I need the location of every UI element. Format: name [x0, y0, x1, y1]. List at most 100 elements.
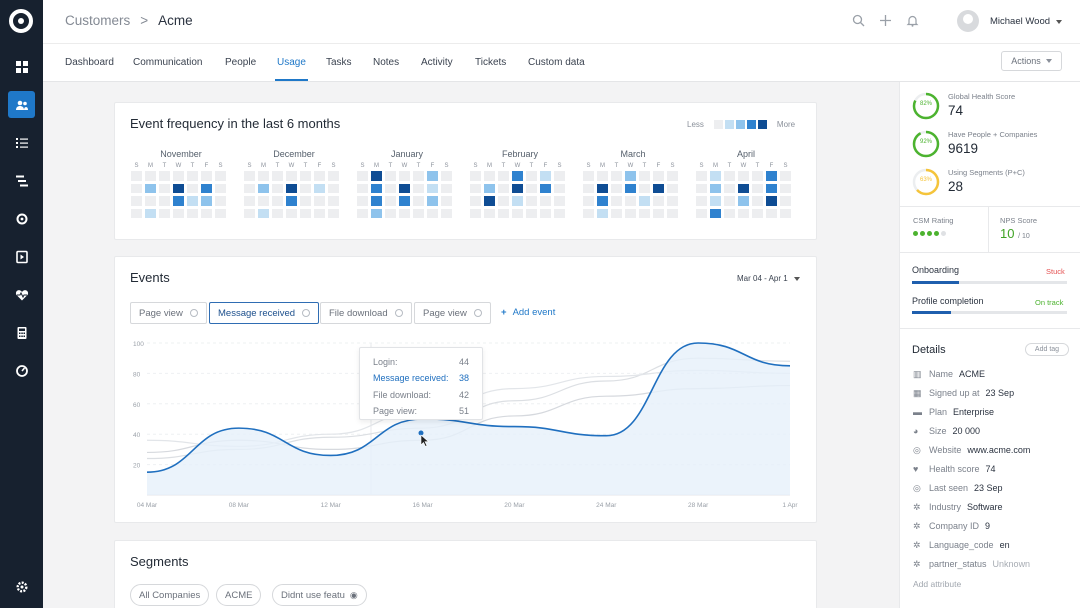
heatmap-cell[interactable]: [201, 196, 212, 206]
heatmap-cell[interactable]: [371, 196, 382, 206]
heatmap-cell[interactable]: [441, 196, 452, 206]
heatmap-cell[interactable]: [173, 183, 184, 193]
detail-value[interactable]: 20 000: [952, 426, 981, 436]
heatmap-cell[interactable]: [328, 196, 339, 206]
heatmap-cell[interactable]: [470, 208, 481, 218]
heatmap-cell[interactable]: [441, 208, 452, 218]
tab-tickets[interactable]: Tickets: [475, 57, 507, 68]
tab-people[interactable]: People: [225, 57, 257, 68]
tab-notes[interactable]: Notes: [373, 57, 400, 68]
heatmap-cell[interactable]: [201, 183, 212, 193]
heatmap-cell[interactable]: [413, 208, 424, 218]
heatmap-cell[interactable]: [766, 208, 777, 218]
hierarchy-icon[interactable]: [8, 167, 35, 194]
heatmap-cell[interactable]: [427, 183, 438, 193]
heatmap-cell[interactable]: [611, 208, 622, 218]
heatmap-cell[interactable]: [752, 171, 763, 181]
heatmap-cell[interactable]: [738, 196, 749, 206]
heatmap-cell[interactable]: [554, 196, 565, 206]
detail-value[interactable]: www.acme.com: [967, 445, 1031, 455]
heatmap-cell[interactable]: [583, 171, 594, 181]
breadcrumb-customers[interactable]: Customers: [65, 13, 131, 28]
heatmap-cell[interactable]: [710, 183, 721, 193]
heatmap-cell[interactable]: [512, 183, 523, 193]
heatmap-cell[interactable]: [484, 208, 495, 218]
heatmap-cell[interactable]: [484, 171, 495, 181]
heatmap-cell[interactable]: [413, 171, 424, 181]
heatmap-cell[interactable]: [131, 196, 142, 206]
heatmap-cell[interactable]: [272, 196, 283, 206]
heatmap-cell[interactable]: [187, 171, 198, 181]
heatmap-cell[interactable]: [314, 196, 325, 206]
health-icon[interactable]: [8, 281, 35, 308]
heatmap-cell[interactable]: [554, 208, 565, 218]
heatmap-cell[interactable]: [187, 196, 198, 206]
heatmap-cell[interactable]: [780, 183, 791, 193]
heatmap-cell[interactable]: [667, 208, 678, 218]
heatmap-cell[interactable]: [780, 196, 791, 206]
heatmap-cell[interactable]: [752, 208, 763, 218]
heatmap-cell[interactable]: [498, 196, 509, 206]
heatmap-cell[interactable]: [597, 208, 608, 218]
sync-icon[interactable]: [8, 205, 35, 232]
heatmap-cell[interactable]: [258, 183, 269, 193]
heatmap-cell[interactable]: [639, 208, 650, 218]
event-filter-message-received[interactable]: Message received: [209, 302, 320, 324]
heatmap-cell[interactable]: [653, 183, 664, 193]
heatmap-cell[interactable]: [512, 171, 523, 181]
heatmap-cell[interactable]: [710, 196, 721, 206]
heatmap-cell[interactable]: [159, 208, 170, 218]
heatmap-cell[interactable]: [385, 196, 396, 206]
heatmap-cell[interactable]: [470, 183, 481, 193]
heatmap-cell[interactable]: [357, 196, 368, 206]
chevron-down-icon[interactable]: [1056, 20, 1062, 24]
heatmap-cell[interactable]: [512, 208, 523, 218]
heatmap-cell[interactable]: [766, 183, 777, 193]
heatmap-cell[interactable]: [625, 208, 636, 218]
heatmap-cell[interactable]: [484, 183, 495, 193]
heatmap-cell[interactable]: [357, 183, 368, 193]
heatmap-cell[interactable]: [526, 208, 537, 218]
detail-value[interactable]: en: [999, 540, 1010, 550]
heatmap-cell[interactable]: [653, 196, 664, 206]
add-event-button[interactable]: + Add event: [501, 307, 555, 318]
heatmap-cell[interactable]: [300, 171, 311, 181]
heatmap-cell[interactable]: [724, 171, 735, 181]
heatmap-cell[interactable]: [710, 171, 721, 181]
heatmap-cell[interactable]: [540, 208, 551, 218]
heatmap-cell[interactable]: [314, 171, 325, 181]
heatmap-cell[interactable]: [286, 171, 297, 181]
detail-value[interactable]: Software: [967, 502, 1003, 512]
close-icon[interactable]: [394, 309, 403, 317]
heatmap-cell[interactable]: [653, 171, 664, 181]
heatmap-cell[interactable]: [272, 183, 283, 193]
heatmap-cell[interactable]: [215, 171, 226, 181]
heatmap-cell[interactable]: [173, 208, 184, 218]
heatmap-cell[interactable]: [328, 171, 339, 181]
heatmap-cell[interactable]: [244, 171, 255, 181]
heatmap-cell[interactable]: [371, 171, 382, 181]
heatmap-cell[interactable]: [357, 208, 368, 218]
heatmap-cell[interactable]: [625, 183, 636, 193]
detail-value[interactable]: ACME: [959, 369, 986, 379]
heatmap-cell[interactable]: [583, 183, 594, 193]
event-filter-page-view-2[interactable]: Page view: [414, 302, 491, 324]
heatmap-cell[interactable]: [385, 171, 396, 181]
heatmap-cell[interactable]: [328, 208, 339, 218]
user-name[interactable]: Michael Wood: [990, 16, 1051, 27]
eye-icon[interactable]: ◉: [349, 589, 358, 600]
heatmap-cell[interactable]: [244, 183, 255, 193]
heatmap-cell[interactable]: [201, 208, 212, 218]
heatmap-cell[interactable]: [159, 171, 170, 181]
date-range-select[interactable]: Mar 04 - Apr 1: [737, 274, 800, 283]
heatmap-cell[interactable]: [131, 208, 142, 218]
heatmap-cell[interactable]: [639, 171, 650, 181]
heatmap-cell[interactable]: [766, 171, 777, 181]
heatmap-cell[interactable]: [286, 208, 297, 218]
heatmap-cell[interactable]: [540, 196, 551, 206]
bell-icon[interactable]: [906, 14, 919, 27]
heatmap-cell[interactable]: [696, 183, 707, 193]
heatmap-cell[interactable]: [187, 208, 198, 218]
heatmap-cell[interactable]: [201, 171, 212, 181]
avatar[interactable]: [957, 10, 979, 32]
